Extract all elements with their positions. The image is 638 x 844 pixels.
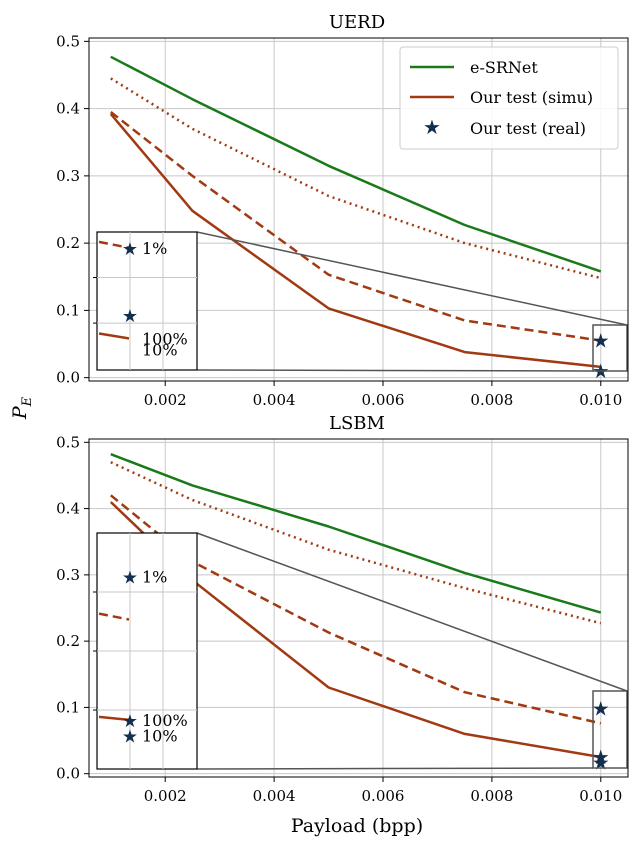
panel-uerd: UERD ★★ ★★1%100%10% 0.002 0.004 0.006 0.008… xyxy=(56,12,629,409)
inset-label: 1% xyxy=(142,239,167,258)
legend-label-esrnet: e-SRNet xyxy=(470,58,538,77)
inset-connector xyxy=(196,369,594,372)
inset-star: ★ xyxy=(122,711,138,731)
legend-label-real: Our test (real) xyxy=(470,119,586,138)
y-tick-label: 0.3 xyxy=(56,566,80,584)
y-axis-label: PE xyxy=(9,396,35,420)
y-tick-label: 0.1 xyxy=(56,301,80,319)
real-point-star: ★ xyxy=(592,361,610,383)
inset-star: ★ xyxy=(122,567,138,587)
plot-frame xyxy=(88,37,629,382)
inset-series-line-solid xyxy=(98,715,130,722)
inset-label: 1% xyxy=(142,567,167,586)
inset-label: 100% xyxy=(142,329,188,348)
y-tick-label: 0.4 xyxy=(56,100,80,118)
x-tick-label: 0.010 xyxy=(579,391,622,409)
legend-marker-real: ★ xyxy=(423,117,441,139)
x-tick-label: 0.006 xyxy=(362,391,405,409)
y-tick-label: 0.0 xyxy=(56,369,80,387)
real-point-star: ★ xyxy=(592,699,610,721)
series-line-dashed xyxy=(110,111,601,342)
inset-label: 10% xyxy=(142,340,178,359)
x-tick-label: 0.008 xyxy=(470,391,513,409)
y-tick-label: 0.3 xyxy=(56,167,80,185)
inset-series-line-dashed xyxy=(98,612,130,621)
panel-title: UERD xyxy=(329,12,385,33)
inset-zoom: ★★★1%100%10% xyxy=(93,532,628,770)
legend: e-SRNet Our test (simu) ★ Our test (real… xyxy=(399,46,619,150)
y-tick-label: 0.5 xyxy=(56,32,80,50)
zoom-region-box xyxy=(592,690,628,769)
plot-frame xyxy=(88,438,629,778)
inset-connector xyxy=(196,532,628,692)
x-tick-label: 0.008 xyxy=(470,787,513,805)
series-line-solid xyxy=(109,113,601,369)
inset-zoom: ★★1%100%10% xyxy=(93,231,628,372)
real-point-star: ★ xyxy=(592,747,610,769)
inset-box xyxy=(96,231,198,371)
inset-connector xyxy=(196,767,594,770)
axis-ticks: 0.002 0.004 0.006 0.008 0.010 0.0 0.1 0.2 0.3 0.4… xyxy=(56,433,622,805)
inset-label: 100% xyxy=(142,711,188,730)
y-tick-label: 0.0 xyxy=(56,765,80,783)
y-tick-label: 0.1 xyxy=(56,698,80,716)
legend-box xyxy=(399,46,619,150)
real-point-star: ★ xyxy=(592,331,610,353)
legend-label-simu: Our test (simu) xyxy=(470,88,593,107)
x-tick-label: 0.002 xyxy=(144,787,187,805)
inset-star: ★ xyxy=(122,306,138,326)
panel-title: LSBM xyxy=(329,413,385,434)
x-tick-label: 0.006 xyxy=(362,787,405,805)
x-tick-label: 0.010 xyxy=(579,787,622,805)
series-line-dotted xyxy=(110,461,602,625)
panel-lsbm: LSBM ★★★ ★★★1%100%10% 0.002 0.004 0.006 0.0… xyxy=(56,413,629,805)
inset-series-line-dashed xyxy=(98,240,130,249)
inset-series-line-solid xyxy=(98,332,130,340)
x-tick-label: 0.004 xyxy=(253,391,296,409)
x-tick-label: 0.004 xyxy=(253,787,296,805)
series-group: ★★ xyxy=(109,55,610,383)
series-line-solid xyxy=(110,453,602,614)
inset-star: ★ xyxy=(122,239,138,259)
y-tick-label: 0.2 xyxy=(56,632,80,650)
y-tick-label: 0.2 xyxy=(56,234,80,252)
y-tick-label: 0.4 xyxy=(56,500,80,518)
x-axis-label: Payload (bpp) xyxy=(291,815,423,837)
svg-text:PE: PE xyxy=(9,396,35,420)
series-line-dotted xyxy=(110,77,602,280)
x-tick-label: 0.002 xyxy=(144,391,187,409)
y-tick-label: 0.5 xyxy=(56,433,80,451)
inset-connector xyxy=(196,231,628,326)
zoom-region-box xyxy=(592,324,628,372)
real-point-star: ★ xyxy=(592,752,610,774)
inset-label: 10% xyxy=(142,727,178,746)
series-line-solid xyxy=(110,55,602,273)
inset-star: ★ xyxy=(122,727,138,747)
axis-ticks: 0.002 0.004 0.006 0.008 0.010 0.0 0.1 0.2 0.3 0.4… xyxy=(56,32,622,409)
